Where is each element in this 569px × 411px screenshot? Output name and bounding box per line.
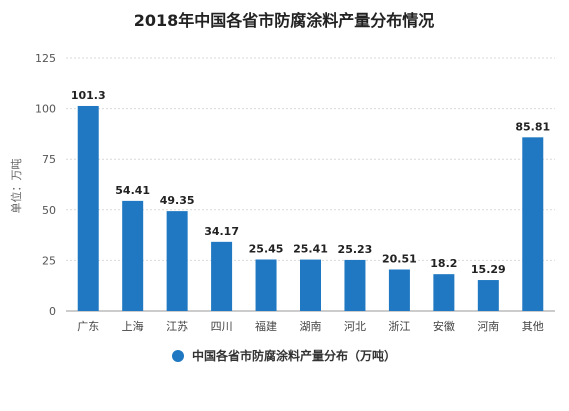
- data-label: 20.51: [382, 252, 417, 265]
- legend[interactable]: 中国各省市防腐涂料产量分布（万吨）: [172, 348, 396, 363]
- legend-marker: [172, 350, 184, 362]
- x-tick-label: 上海: [122, 319, 144, 333]
- x-tick-label: 广东: [77, 320, 99, 333]
- legend-label: 中国各省市防腐涂料产量分布（万吨）: [192, 348, 396, 363]
- data-label: 25.41: [293, 243, 328, 256]
- bar[interactable]: [433, 274, 455, 311]
- x-tick-label: 四川: [211, 320, 233, 333]
- x-axis-categories: 广东 上海 江苏 四川 福建 湖南 河北 浙江 安徽 河南 其他: [77, 319, 544, 333]
- bar[interactable]: [77, 105, 99, 311]
- bar[interactable]: [522, 137, 544, 311]
- x-tick-label: 江苏: [166, 320, 188, 333]
- bar[interactable]: [122, 200, 144, 311]
- y-axis-label: 单位：万吨: [9, 159, 23, 214]
- x-tick-label: 湖南: [300, 320, 322, 333]
- x-tick-label: 河南: [477, 320, 499, 333]
- data-label: 101.3: [71, 89, 106, 102]
- y-tick-label: 50: [42, 204, 56, 217]
- data-label: 54.41: [115, 184, 150, 197]
- bar[interactable]: [166, 211, 188, 311]
- x-tick-label: 其他: [522, 320, 544, 333]
- bar[interactable]: [388, 269, 410, 311]
- y-axis-ticks: 0 25 50 75 100 125: [35, 52, 56, 318]
- x-tick-label: 福建: [255, 319, 277, 333]
- bar[interactable]: [477, 280, 499, 311]
- data-label: 25.45: [249, 242, 284, 255]
- y-tick-label: 125: [35, 52, 56, 65]
- bars: [77, 105, 544, 311]
- data-label: 49.35: [160, 194, 195, 207]
- data-label: 18.2: [430, 257, 457, 270]
- bar[interactable]: [211, 241, 233, 311]
- x-tick-label: 安徽: [433, 319, 455, 333]
- x-tick-label: 浙江: [388, 320, 410, 333]
- bar[interactable]: [255, 259, 277, 311]
- y-tick-label: 25: [42, 254, 56, 267]
- data-labels: 101.3 54.41 49.35 34.17 25.45 25.41 25.23 20.51…: [71, 89, 550, 276]
- data-label: 85.81: [515, 120, 550, 133]
- y-tick-label: 0: [49, 305, 56, 318]
- x-tick-label: 河北: [344, 320, 366, 333]
- bar[interactable]: [300, 259, 321, 311]
- data-label: 34.17: [204, 225, 239, 238]
- data-label: 25.23: [338, 243, 373, 256]
- y-tick-label: 75: [42, 153, 56, 166]
- bar[interactable]: [344, 259, 366, 311]
- data-label: 15.29: [471, 263, 506, 276]
- y-tick-label: 100: [35, 103, 56, 116]
- chart-title: 2018年中国各省市防腐涂料产量分布情况: [134, 11, 435, 30]
